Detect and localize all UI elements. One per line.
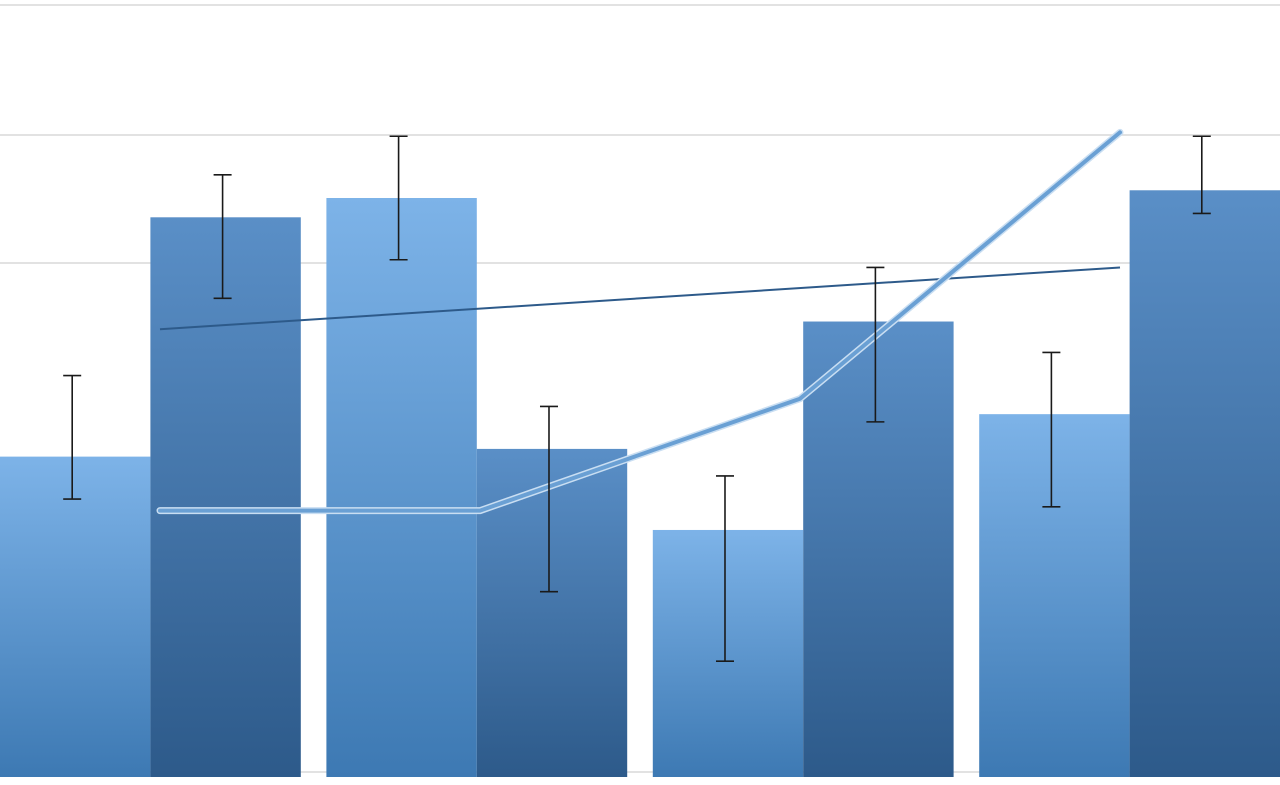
bar-back [803, 322, 953, 777]
bar-back [1130, 190, 1280, 777]
chart-svg [0, 0, 1280, 785]
bar-front [326, 198, 476, 777]
bar-back [477, 449, 627, 777]
bar-front [0, 457, 150, 777]
bar-chart-with-errorbars [0, 0, 1280, 785]
bar-front [653, 530, 803, 777]
bar-back [150, 217, 300, 777]
bar-front [979, 414, 1129, 777]
